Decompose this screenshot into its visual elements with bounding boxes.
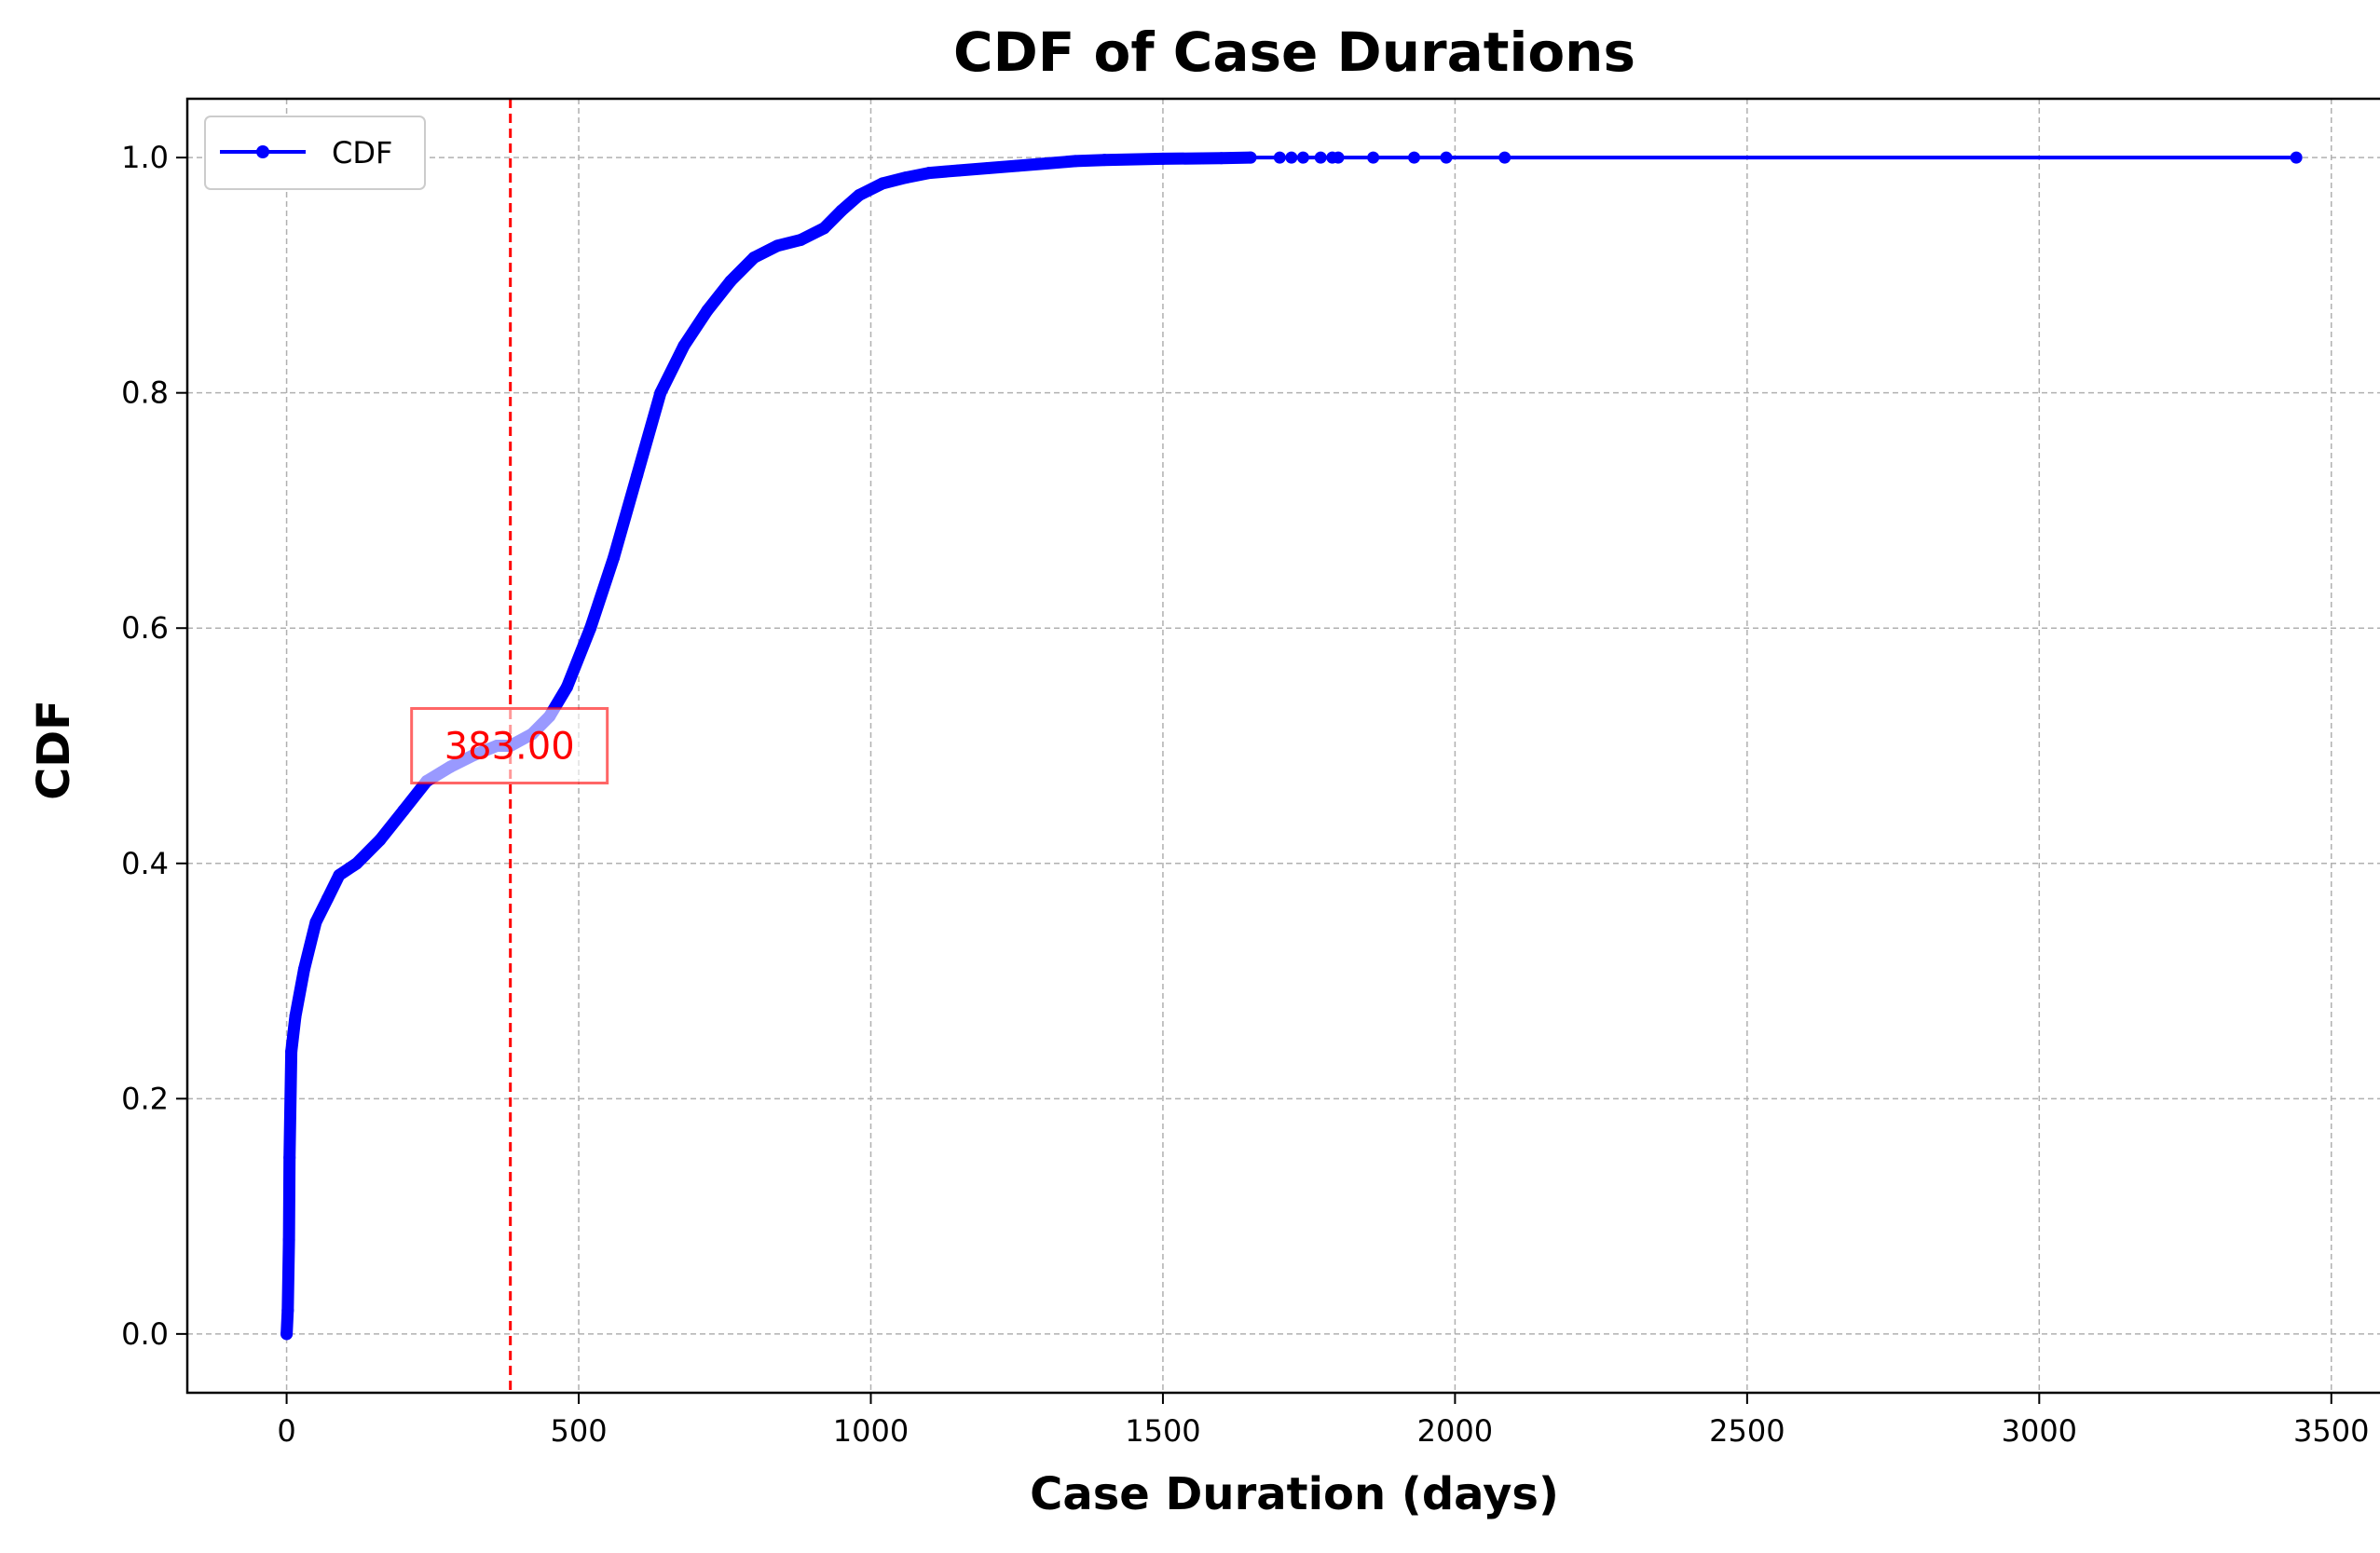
data-point <box>321 892 334 906</box>
data-point <box>899 171 912 184</box>
data-point <box>747 251 760 264</box>
data-point <box>1156 152 1169 165</box>
data-point <box>952 164 965 177</box>
data-point <box>2290 151 2303 164</box>
data-point <box>654 387 667 400</box>
data-point <box>1098 154 1111 167</box>
y-tick-label: 0.2 <box>121 1081 169 1116</box>
data-point <box>560 680 573 693</box>
data-point <box>289 1010 302 1023</box>
data-point <box>724 275 737 288</box>
data-point <box>1440 151 1453 164</box>
x-axis-ticks: 0 500 1000 1500 2000 2500 3000 3500 <box>277 1393 2369 1449</box>
x-tick-label: 1000 <box>833 1413 909 1449</box>
chart-title: CDF of Case Durations <box>953 20 1635 84</box>
median-annotation: 383.00 <box>410 707 609 784</box>
x-tick-label: 0 <box>277 1413 295 1449</box>
plot-frame <box>185 97 2380 1395</box>
data-point <box>981 162 994 175</box>
x-axis-label: Case Duration (days) <box>1030 1468 1559 1520</box>
x-tick-label: 1500 <box>1125 1413 1200 1449</box>
y-tick-label: 0.6 <box>121 610 169 646</box>
x-tick-label: 3500 <box>2293 1413 2369 1449</box>
data-point <box>280 1328 294 1341</box>
data-point <box>283 1151 296 1164</box>
data-point <box>1367 151 1380 164</box>
data-point <box>835 204 848 217</box>
data-point <box>297 962 310 975</box>
data-point <box>1244 151 1257 164</box>
data-point <box>1285 151 1298 164</box>
y-tick-label: 0.0 <box>121 1316 169 1352</box>
data-point <box>584 621 597 634</box>
legend-entry-cdf: CDF <box>332 135 392 170</box>
data-point <box>1314 151 1327 164</box>
y-tick-label: 0.8 <box>121 375 169 411</box>
series-dense-markers <box>280 151 1257 1341</box>
data-point <box>923 167 936 180</box>
data-point <box>1010 159 1023 172</box>
data-point <box>853 189 866 202</box>
data-point <box>374 834 387 847</box>
data-point <box>677 339 691 352</box>
data-point <box>631 469 644 482</box>
data-point <box>701 304 714 317</box>
data-point <box>282 1233 295 1246</box>
data-point <box>1408 151 1421 164</box>
y-axis-label: CDF <box>28 700 80 800</box>
y-tick-label: 1.0 <box>121 140 169 175</box>
data-point <box>876 177 889 190</box>
legend: CDF <box>204 116 426 190</box>
data-point <box>1215 152 1228 165</box>
data-point <box>309 916 322 929</box>
data-point <box>350 857 363 870</box>
data-point <box>281 1304 294 1317</box>
data-point <box>285 1045 298 1058</box>
data-point <box>1296 151 1309 164</box>
x-tick-label: 2000 <box>1417 1413 1493 1449</box>
y-tick-label: 0.4 <box>121 846 169 881</box>
data-point <box>1069 155 1082 168</box>
series-cdf <box>280 151 2303 1341</box>
data-point <box>608 551 621 564</box>
data-point <box>817 222 830 235</box>
median-label: 383.00 <box>445 726 575 769</box>
data-point <box>1040 157 1053 170</box>
legend-marker-sample <box>256 145 269 158</box>
data-point <box>794 234 807 247</box>
median-label-box <box>410 707 609 784</box>
data-point <box>771 239 784 252</box>
data-point <box>397 804 410 817</box>
legend-box <box>204 116 426 190</box>
x-tick-label: 500 <box>550 1413 607 1449</box>
x-tick-label: 2500 <box>1709 1413 1785 1449</box>
y-axis-ticks: 0.0 0.2 0.4 0.6 0.8 1.0 <box>121 140 187 1352</box>
data-point <box>1498 151 1511 164</box>
data-point <box>1332 151 1345 164</box>
data-point <box>333 868 346 881</box>
data-point <box>1273 151 1286 164</box>
x-tick-label: 3000 <box>2002 1413 2077 1449</box>
